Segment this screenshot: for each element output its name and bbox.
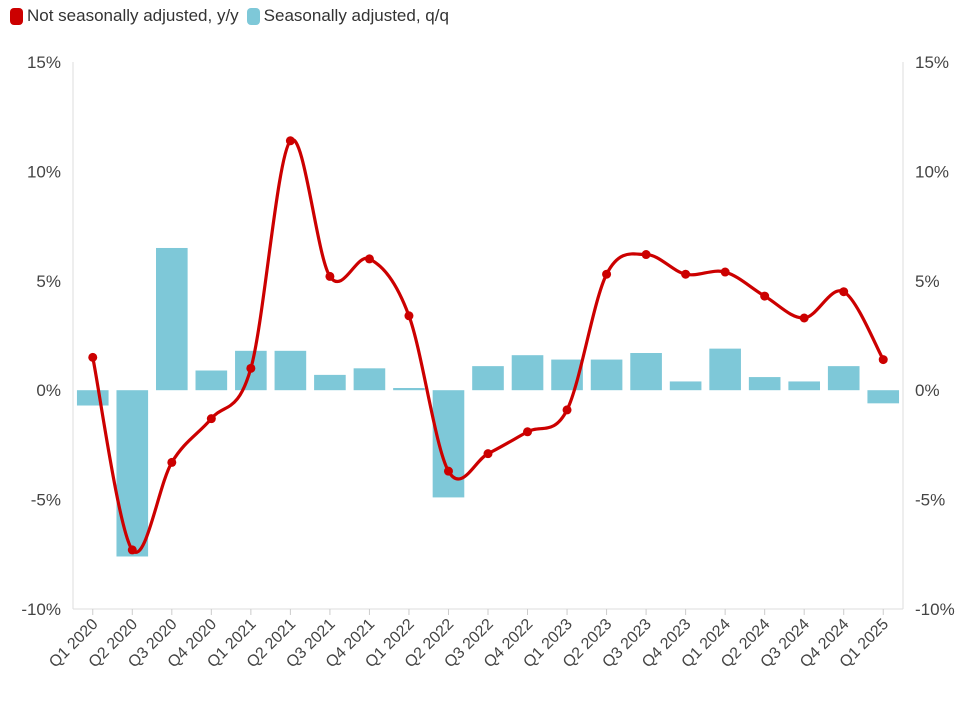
line-point[interactable] xyxy=(206,414,216,424)
y-tick-label-right: 0% xyxy=(915,381,940,400)
line-point[interactable] xyxy=(88,352,98,362)
line-point[interactable] xyxy=(167,457,177,467)
legend-swatch-qoq xyxy=(246,7,260,25)
line-point[interactable] xyxy=(443,466,453,476)
bar[interactable] xyxy=(827,366,860,391)
bar[interactable] xyxy=(274,350,307,391)
legend-label-qoq: Seasonally adjusted, q/q xyxy=(263,6,449,25)
axes: 15% 10% 5% 0% -5% -10% 15% 10% 5% 0% -5% -10% xyxy=(21,53,954,619)
y-tick-label-left: -5% xyxy=(31,491,61,510)
y-tick-label-left: 5% xyxy=(36,272,61,291)
line-point[interactable] xyxy=(602,269,612,279)
line-point[interactable] xyxy=(562,405,572,415)
line-point[interactable] xyxy=(523,427,533,437)
y-tick-label-right: 15% xyxy=(915,53,949,72)
bar[interactable] xyxy=(393,388,425,391)
bar[interactable] xyxy=(748,377,781,391)
y-tick-label-left: 10% xyxy=(27,162,61,181)
y-tick-label-right: -10% xyxy=(915,600,955,619)
y-tick-label-left: 15% xyxy=(27,53,61,72)
line-point[interactable] xyxy=(681,269,691,279)
legend-label-yoy: Not seasonally adjusted, y/y xyxy=(27,6,239,25)
line-point[interactable] xyxy=(641,250,651,260)
series-line xyxy=(91,138,885,554)
y-tick-label-left: 0% xyxy=(36,381,61,400)
bar[interactable] xyxy=(590,359,623,391)
y-tick-label-right: -5% xyxy=(915,491,945,510)
y-tick-label-right: 10% xyxy=(915,162,949,181)
line-point[interactable] xyxy=(878,355,888,365)
line-point[interactable] xyxy=(127,545,137,555)
legend-item-yoy[interactable]: Not seasonally adjusted, y/y xyxy=(10,6,239,26)
bar[interactable] xyxy=(709,348,741,391)
bar[interactable] xyxy=(669,381,702,391)
line-point[interactable] xyxy=(285,136,295,146)
bar[interactable] xyxy=(472,366,504,391)
legend-item-qoq[interactable]: Seasonally adjusted, q/q xyxy=(246,6,449,26)
line-point[interactable] xyxy=(720,267,730,277)
bar[interactable] xyxy=(353,368,386,391)
line-point[interactable] xyxy=(246,363,256,373)
y-tick-label-right: 5% xyxy=(915,272,940,291)
bar[interactable] xyxy=(511,355,544,391)
line-point[interactable] xyxy=(839,287,849,297)
bar[interactable] xyxy=(788,381,820,391)
line-point[interactable] xyxy=(404,311,414,321)
bar[interactable] xyxy=(195,370,228,391)
line-point[interactable] xyxy=(799,313,809,323)
bar[interactable] xyxy=(116,390,149,557)
line-point[interactable] xyxy=(364,254,374,264)
legend-swatch-yoy xyxy=(10,7,23,25)
legend: Not seasonally adjusted, y/y Seasonally … xyxy=(10,6,449,26)
bar[interactable] xyxy=(867,390,900,404)
line-point[interactable] xyxy=(760,291,770,301)
line-point[interactable] xyxy=(483,449,493,459)
bar[interactable] xyxy=(76,390,109,406)
bar-series xyxy=(76,247,900,557)
bar[interactable] xyxy=(156,247,188,391)
y-tick-label-left: -10% xyxy=(21,600,61,619)
bar[interactable] xyxy=(314,374,346,391)
bar[interactable] xyxy=(630,353,662,391)
line-series xyxy=(88,136,888,555)
line-point[interactable] xyxy=(325,271,335,281)
